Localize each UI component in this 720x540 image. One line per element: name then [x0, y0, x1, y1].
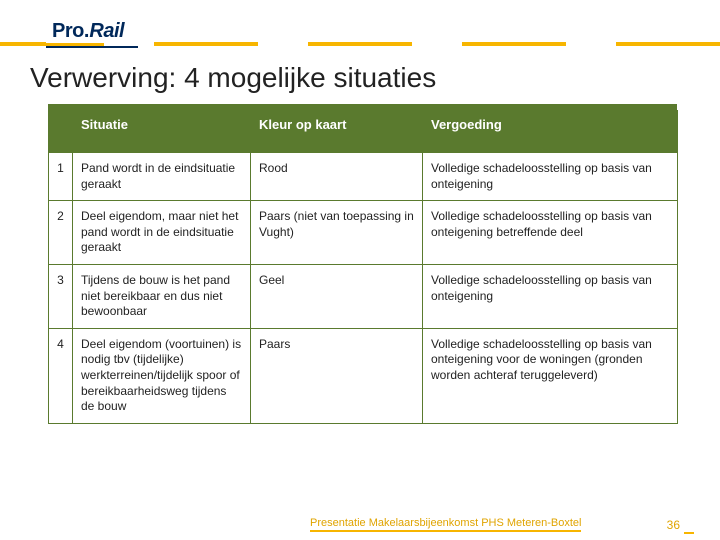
- row-vergoeding: Volledige schadeloosstelling op basis va…: [423, 328, 678, 423]
- footer-yellow-bar: [684, 532, 694, 534]
- logo-rail: Rail: [89, 20, 124, 42]
- row-index: 2: [49, 201, 73, 265]
- row-kleur: Paars (niet van toepassing in Vught): [251, 201, 423, 265]
- page-title: Verwerving: 4 mogelijke situaties: [30, 62, 436, 94]
- table-header-situatie: Situatie: [73, 111, 251, 153]
- row-situatie: Deel eigendom (voortuinen) is nodig tbv …: [73, 328, 251, 423]
- table-header-kleur: Kleur op kaart: [251, 111, 423, 153]
- yellow-bar: [462, 42, 566, 46]
- brand-row: Pro.Rail: [0, 20, 720, 50]
- row-situatie: Tijdens de bouw is het pand niet bereikb…: [73, 264, 251, 328]
- yellow-bar: [154, 42, 258, 46]
- brand-logo: Pro.Rail: [46, 20, 130, 43]
- row-vergoeding: Volledige schadeloosstelling op basis va…: [423, 201, 678, 265]
- table-header-row: Situatie Kleur op kaart Vergoeding: [49, 111, 678, 153]
- row-kleur: Rood: [251, 153, 423, 201]
- table-header-blank: [49, 111, 73, 153]
- row-index: 4: [49, 328, 73, 423]
- logo-underline: [46, 46, 138, 48]
- row-vergoeding: Volledige schadeloosstelling op basis va…: [423, 153, 678, 201]
- yellow-bar: [616, 42, 720, 46]
- table-row: 3 Tijdens de bouw is het pand niet berei…: [49, 264, 678, 328]
- row-index: 1: [49, 153, 73, 201]
- yellow-bar: [308, 42, 412, 46]
- row-kleur: Paars: [251, 328, 423, 423]
- footer-note: Presentatie Makelaarsbijeenkomst PHS Met…: [310, 517, 581, 532]
- table-header-vergoeding: Vergoeding: [423, 111, 678, 153]
- row-situatie: Deel eigendom, maar niet het pand wordt …: [73, 201, 251, 265]
- logo-pro: Pro: [52, 20, 84, 42]
- row-kleur: Geel: [251, 264, 423, 328]
- row-index: 3: [49, 264, 73, 328]
- row-situatie: Pand wordt in de eindsituatie geraakt: [73, 153, 251, 201]
- row-vergoeding: Volledige schadeloosstelling op basis va…: [423, 264, 678, 328]
- table-row: 2 Deel eigendom, maar niet het pand word…: [49, 201, 678, 265]
- table-row: 4 Deel eigendom (voortuinen) is nodig tb…: [49, 328, 678, 423]
- slide: Pro.Rail Verwerving: 4 mogelijke situati…: [0, 0, 720, 540]
- page-number: 36: [667, 518, 680, 532]
- situations-table: Situatie Kleur op kaart Vergoeding 1 Pan…: [48, 110, 678, 424]
- table-row: 1 Pand wordt in de eindsituatie geraakt …: [49, 153, 678, 201]
